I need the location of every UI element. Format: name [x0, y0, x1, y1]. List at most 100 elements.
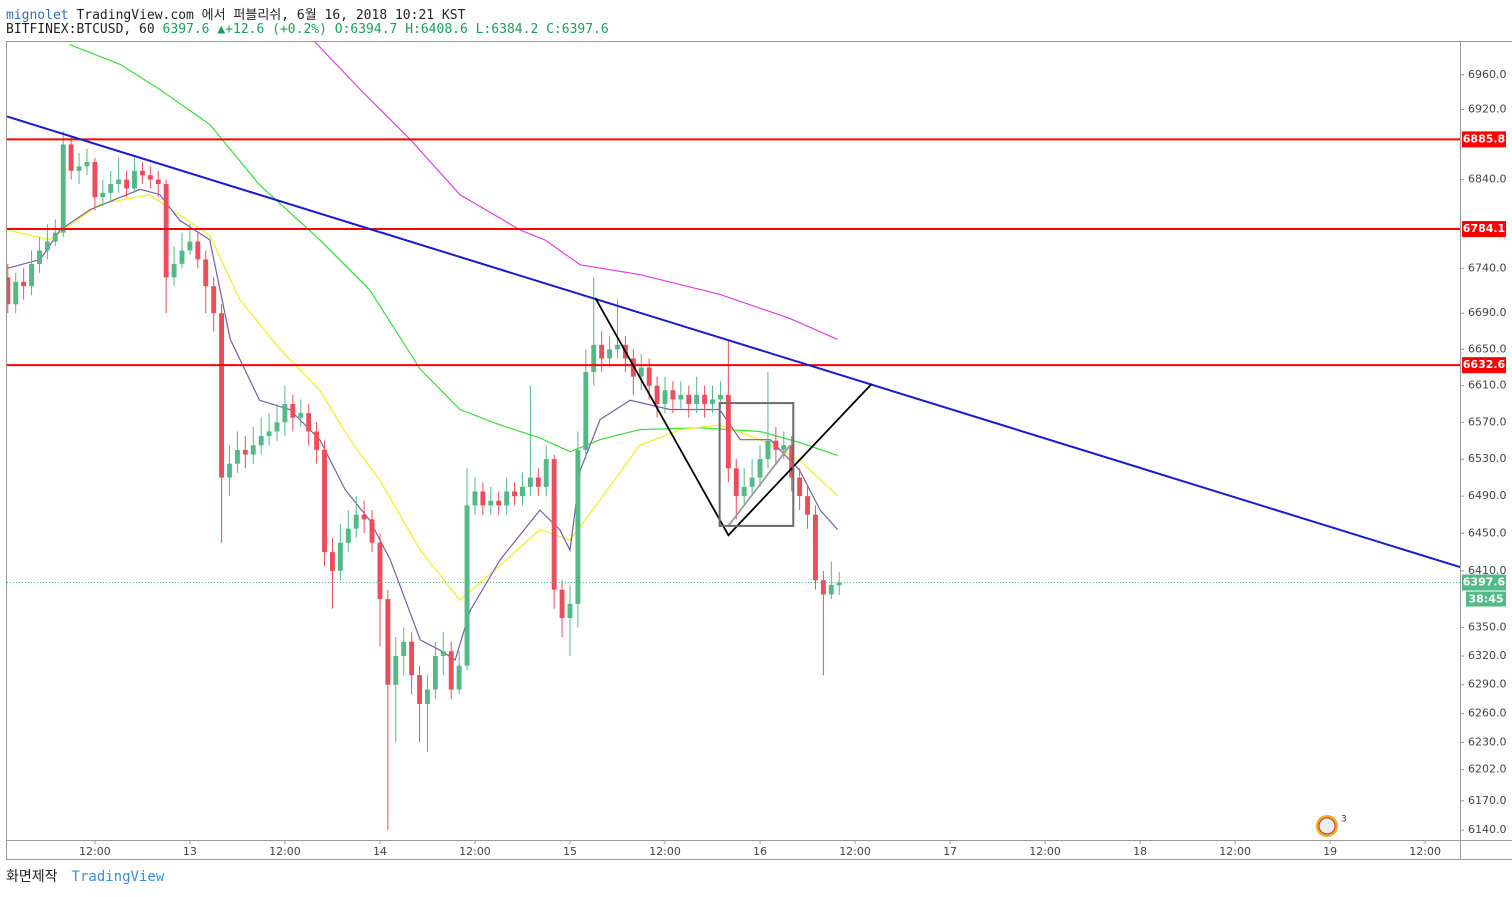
candle-body [409, 641, 415, 676]
candle-body [21, 281, 27, 287]
candle-body [219, 313, 225, 478]
candle-body [322, 449, 327, 553]
candle-body [274, 422, 280, 432]
x-tick-label: 13 [183, 845, 197, 858]
candle-body [607, 349, 613, 359]
candle-body [599, 344, 605, 359]
y-tick-label: 6490.0 [1468, 489, 1507, 502]
candle-body [290, 403, 296, 418]
candle-body [116, 179, 122, 185]
y-tick-label: 6230.0 [1468, 735, 1507, 748]
candle-body [504, 491, 510, 506]
candle-body [805, 496, 810, 515]
candle-body [179, 250, 185, 264]
candle-body [13, 281, 19, 305]
candle-body [488, 500, 494, 506]
candle-body [393, 656, 399, 685]
trend-line [7, 115, 1460, 569]
candle-body [250, 445, 256, 455]
brand[interactable]: TradingView [71, 869, 165, 885]
candle-body [337, 542, 343, 571]
y-tick-label: 6740.0 [1468, 261, 1507, 274]
candle-body [385, 599, 391, 685]
candle-body [29, 263, 35, 287]
candle-body [234, 449, 240, 464]
candle-body [773, 440, 779, 450]
level-label: 6784.1 [1463, 222, 1505, 235]
symbol-line: BITFINEX:BTCUSD, 60 6397.6 ▲+12.6 (+0.2%… [6, 22, 609, 37]
x-tick-label: 18 [1133, 845, 1147, 858]
candle-body [662, 390, 668, 404]
axes: 6960.0 6920.0 6840.0 6740.0 6690.0 6650.0 6610… [79, 68, 1506, 858]
published: TradingView.com 에서 퍼블리쉬, 6월 16, 2018 10:… [68, 8, 466, 23]
y-tick-label: 6290.0 [1468, 678, 1507, 691]
y-tick-label: 6170.0 [1468, 794, 1507, 807]
author[interactable]: mignolet [6, 8, 69, 23]
frame [6, 41, 1512, 860]
candle-body [124, 179, 130, 189]
chart: 6960.0 6920.0 6840.0 6740.0 6690.0 6650.0 6610… [6, 41, 1512, 860]
x-tick-label: 17 [943, 845, 957, 858]
candle-body [797, 477, 803, 497]
candle-body [171, 263, 177, 278]
last-price-tag [1462, 574, 1506, 591]
level-tag [1462, 357, 1506, 374]
candle-body [298, 413, 304, 418]
candle-body [369, 519, 375, 543]
moving-average [69, 44, 838, 456]
x-tick-label: 12:00 [269, 845, 301, 858]
last: 6397.6 [162, 22, 210, 37]
candle-body [670, 390, 676, 400]
candle-body [147, 175, 153, 180]
x-tick-label: 12:00 [839, 845, 871, 858]
candle-body [306, 413, 312, 432]
y-tick-label: 6840.0 [1468, 173, 1507, 186]
x-tick-label: 19 [1323, 845, 1337, 858]
x-tick-label: 12:00 [649, 845, 681, 858]
y-tick-label: 6202.0 [1468, 763, 1507, 776]
candle-body [464, 505, 470, 666]
candle-body [44, 241, 50, 251]
level-label: 6885.8 [1463, 132, 1505, 145]
candle-body [654, 385, 660, 404]
candle-body [84, 162, 90, 167]
x-tick-label: 14 [373, 845, 387, 858]
candle-body [615, 344, 620, 350]
candle-body [203, 259, 209, 287]
candle-body [543, 459, 549, 487]
y-tick-label: 6960.0 [1468, 68, 1507, 81]
candle-body [717, 394, 723, 400]
candle-body [472, 491, 478, 506]
candle-body [678, 394, 684, 400]
candle-body [812, 514, 818, 581]
moving-average [7, 188, 839, 661]
moving-average [314, 42, 838, 340]
candle-body [646, 367, 652, 386]
ohlc-open: O:6394.7 [334, 22, 398, 37]
level-tag [1462, 221, 1506, 238]
candle-body [7, 277, 11, 305]
candle-body [535, 477, 541, 487]
y-tick-label: 6350.0 [1468, 621, 1507, 634]
made-with: 화면제작 [6, 869, 58, 885]
candle-body [575, 449, 581, 604]
footer: 화면제작 TradingView [6, 866, 164, 886]
candle-body [60, 144, 66, 233]
candle-body [361, 514, 367, 520]
symbol: BITFINEX:BTCUSD, 60 [6, 22, 155, 37]
y-tick-label: 6570.0 [1468, 415, 1507, 428]
candle-body [345, 528, 351, 543]
candle-body [108, 184, 114, 193]
candle-body [781, 445, 787, 450]
candle-body [710, 399, 715, 404]
x-tick-label: 12:00 [459, 845, 491, 858]
x-tick-label: 12:00 [79, 845, 111, 858]
candle-body [836, 582, 842, 586]
candle-body [789, 445, 795, 478]
candle-body [314, 431, 320, 450]
y-tick-label: 6690.0 [1468, 306, 1507, 319]
change: +12.6 (+0.2%) [225, 22, 327, 37]
candle-body [227, 463, 232, 478]
trend-line [727, 444, 791, 527]
